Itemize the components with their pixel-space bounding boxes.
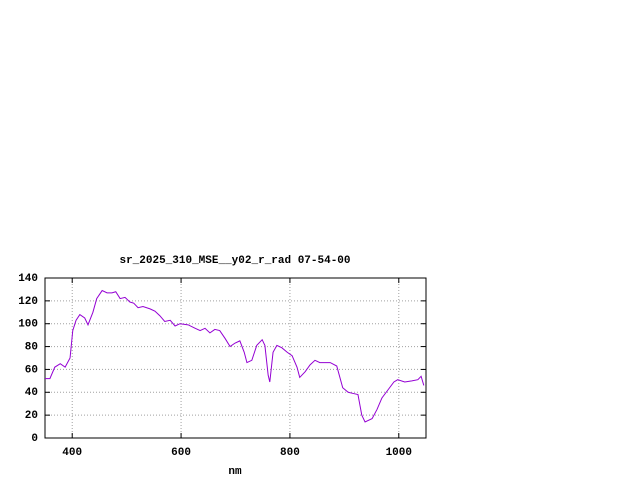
y-tick-label: 100 (18, 319, 38, 331)
data-line (45, 289, 425, 423)
x-tick-label: 400 (62, 447, 82, 459)
x-axis-label: nm (228, 466, 242, 478)
y-tick-label: 140 (18, 273, 38, 285)
plot-frame (44, 277, 427, 439)
y-tick-label: 80 (25, 341, 38, 353)
x-tick-label: 600 (171, 447, 191, 459)
y-tick-label: 120 (18, 296, 38, 308)
y-tick-label: 40 (25, 387, 38, 399)
chart-title: sr_2025_310_MSE__y02_r_rad 07-54-00 (119, 255, 350, 267)
x-tick-label: 800 (280, 447, 300, 459)
y-tick-label: 20 (25, 410, 38, 422)
y-tick-label: 0 (31, 433, 38, 445)
y-tick-label: 60 (25, 364, 38, 376)
x-tick-label: 1000 (386, 447, 412, 459)
